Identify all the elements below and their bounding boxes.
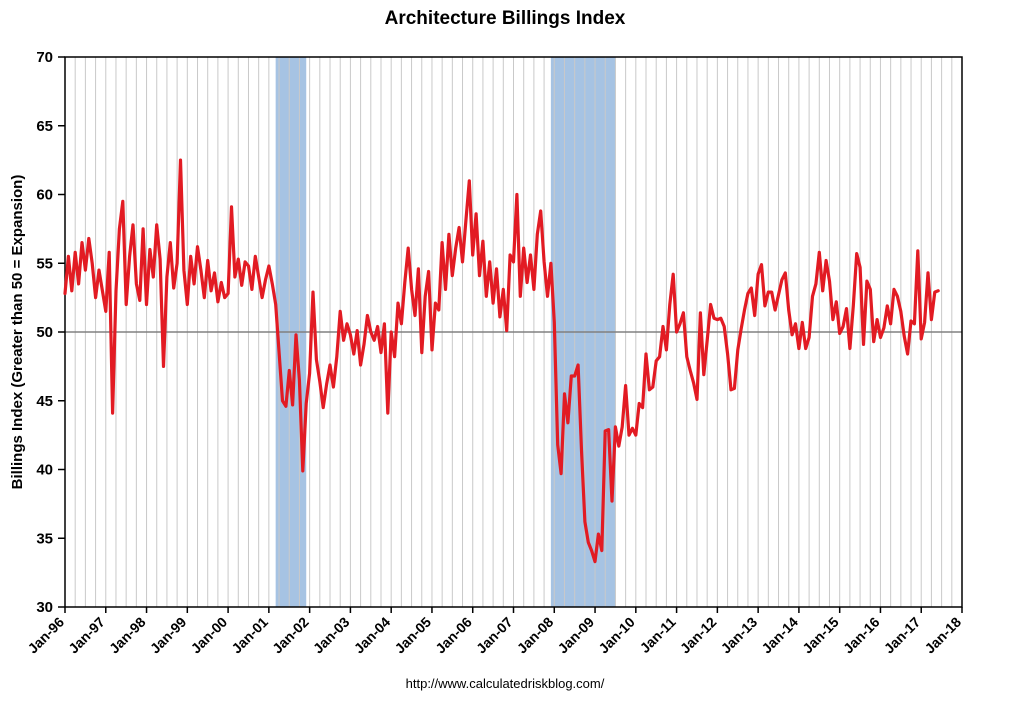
x-tick-label: Jan-96 [24, 614, 67, 657]
y-tick-label: 70 [36, 49, 53, 66]
y-axis-title: Billings Index (Greater than 50 = Expans… [9, 175, 26, 490]
x-tick-label: Jan-12 [677, 614, 720, 657]
abi-series-line [63, 158, 940, 564]
x-tick-label: Jan-07 [473, 614, 516, 657]
x-axis: Jan-96Jan-97Jan-98Jan-99Jan-00Jan-01Jan-… [24, 607, 964, 656]
y-tick-label: 45 [36, 393, 53, 410]
y-tick-label: 35 [36, 530, 53, 547]
x-tick-label: Jan-14 [758, 614, 801, 657]
x-tick-label: Jan-98 [106, 614, 149, 657]
x-tick-label: Jan-03 [310, 614, 353, 657]
y-tick-label: 65 [36, 118, 53, 135]
x-tick-label: Jan-97 [65, 614, 108, 657]
y-tick-label: 30 [36, 599, 53, 616]
x-tick-label: Jan-18 [921, 614, 964, 657]
y-tick-label: 50 [36, 324, 53, 341]
x-tick-label: Jan-10 [595, 614, 638, 657]
chart-title: Architecture Billings Index [384, 8, 626, 29]
y-tick-label: 60 [36, 187, 53, 204]
x-tick-label: Jan-08 [514, 614, 557, 657]
x-tick-label: Jan-00 [188, 614, 231, 657]
x-tick-label: Jan-02 [269, 614, 312, 657]
x-tick-label: Jan-05 [391, 614, 434, 657]
x-tick-label: Jan-17 [881, 614, 924, 657]
source-url: http://www.calculatedriskblog.com/ [405, 676, 605, 691]
x-tick-label: Jan-09 [554, 614, 597, 657]
x-tick-label: Jan-99 [147, 614, 190, 657]
x-tick-label: Jan-01 [228, 614, 271, 657]
x-tick-label: Jan-11 [637, 614, 679, 656]
x-tick-label: Jan-15 [799, 614, 842, 657]
x-tick-label: Jan-04 [351, 614, 394, 657]
y-tick-label: 40 [36, 462, 53, 479]
x-tick-label: Jan-13 [718, 614, 761, 657]
x-tick-label: Jan-16 [840, 614, 883, 657]
y-tick-label: 55 [36, 255, 53, 272]
x-tick-label: Jan-06 [432, 614, 475, 657]
y-axis: 30 35 40 45 50 55 60 65 70 [36, 49, 65, 616]
